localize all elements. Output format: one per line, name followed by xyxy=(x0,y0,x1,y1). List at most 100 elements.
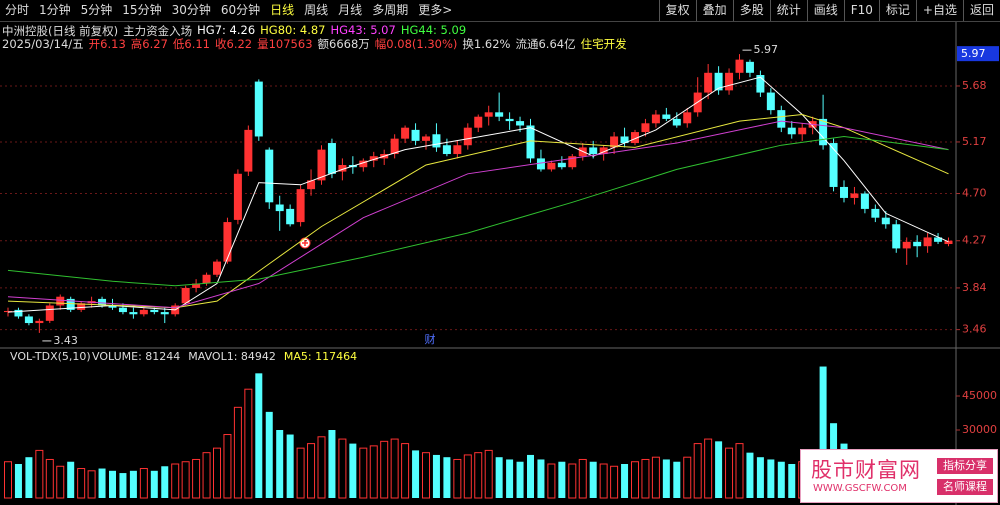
y-tick-label: 3.46 xyxy=(962,323,987,336)
volume-bar xyxy=(181,461,190,499)
candle-body xyxy=(536,158,545,170)
candle-body xyxy=(589,147,598,155)
candle-body xyxy=(662,114,671,119)
moving-average xyxy=(7,113,949,309)
volume-bar xyxy=(568,463,577,499)
period-tab[interactable]: 分时 xyxy=(5,3,30,17)
candle-body xyxy=(798,127,807,135)
volume-bar xyxy=(67,461,75,498)
period-tab[interactable]: 1分钟 xyxy=(39,3,71,17)
volume-bar xyxy=(662,459,670,498)
candle-body xyxy=(913,241,922,247)
volume-bar xyxy=(453,458,462,499)
tool-button[interactable]: 标记 xyxy=(878,0,916,21)
candle-body xyxy=(150,309,159,313)
candle-body xyxy=(683,112,692,124)
tool-button[interactable]: 返回 xyxy=(962,0,1000,21)
candle-body xyxy=(704,72,713,93)
volume-bar xyxy=(683,456,692,499)
period-tab[interactable]: 15分钟 xyxy=(122,3,162,17)
volume-bar xyxy=(129,470,137,498)
candle-body xyxy=(213,261,221,275)
candle-body xyxy=(631,132,639,144)
tool-button[interactable]: 叠加 xyxy=(695,0,733,21)
period-tab[interactable]: 多周期 xyxy=(372,3,409,17)
candle-body xyxy=(66,298,75,310)
candle-body xyxy=(568,156,577,168)
candle-body xyxy=(557,162,566,168)
tool-button[interactable]: 统计 xyxy=(769,0,807,21)
period-tab[interactable]: 周线 xyxy=(304,3,329,17)
volume-bar xyxy=(516,461,524,498)
volume-bar xyxy=(704,438,713,499)
period-tab[interactable]: 60分钟 xyxy=(220,3,261,17)
volume-bar xyxy=(412,450,420,498)
candle-body xyxy=(129,312,138,315)
volume-bar xyxy=(307,443,316,499)
candle-body xyxy=(233,173,242,220)
volume-bar xyxy=(202,452,211,499)
tool-button[interactable]: 复权 xyxy=(658,0,696,21)
volume-header: MA5: 117464 xyxy=(284,350,357,363)
period-tab[interactable]: 30分钟 xyxy=(171,3,211,17)
volume-title: VOL-TDX(5,10) xyxy=(10,350,91,363)
annotation-label: 5.97 xyxy=(754,43,779,56)
period-tab[interactable]: 月线 xyxy=(338,3,363,17)
volume-bar xyxy=(819,366,827,498)
volume-bar xyxy=(641,458,650,499)
volume-bar xyxy=(286,434,294,498)
candle-body xyxy=(745,61,754,73)
candle-body xyxy=(516,121,525,126)
candle-body xyxy=(56,296,65,306)
volume-bar xyxy=(380,440,389,499)
volume-bar xyxy=(631,461,639,499)
period-tab[interactable]: 日线 xyxy=(270,3,295,17)
volume-bar xyxy=(338,438,347,499)
candle-body xyxy=(390,138,399,155)
candle-body xyxy=(819,118,828,146)
candle-body xyxy=(254,81,263,137)
watermark-url: WWW.GSCFW.COM xyxy=(813,483,907,494)
indicator-value: HG7: 4.26 xyxy=(197,23,256,37)
candle-body xyxy=(840,186,848,198)
candle-body xyxy=(526,125,535,159)
candle-body xyxy=(296,189,305,223)
candle-body xyxy=(45,305,54,321)
candle-body xyxy=(934,237,943,242)
candle-body xyxy=(98,298,107,306)
candle-body xyxy=(672,118,681,126)
candle-body xyxy=(860,193,869,209)
candle-body xyxy=(223,222,232,262)
volume-bar xyxy=(506,459,514,498)
volume-bar xyxy=(788,464,796,498)
tool-button[interactable]: +自选 xyxy=(915,0,963,21)
watermark-tag: 名师课程 xyxy=(937,479,993,495)
tool-button[interactable]: 画线 xyxy=(806,0,844,21)
quote-item: 高6.27 xyxy=(130,37,168,51)
volume-bar xyxy=(328,430,336,498)
period-tab[interactable]: 5分钟 xyxy=(80,3,113,17)
y-tick-label: 4.27 xyxy=(962,234,987,247)
volume-bar xyxy=(359,447,368,499)
volume-bar xyxy=(276,430,284,498)
volume-header: VOLUME: 81244 xyxy=(92,350,180,363)
candle-body xyxy=(24,316,33,324)
quote-item: 流通6.64亿 xyxy=(515,37,576,51)
candle-body xyxy=(850,193,859,198)
volume-bar xyxy=(255,373,263,498)
volume-bar xyxy=(463,454,472,499)
volume-bar xyxy=(192,458,201,499)
candle-body xyxy=(14,309,23,317)
indicator-name: 主力资金入场 xyxy=(123,24,193,38)
volume-bar xyxy=(98,468,106,498)
candle-body xyxy=(181,287,190,304)
candle-body xyxy=(202,274,211,284)
tool-button[interactable]: 多股 xyxy=(732,0,770,21)
volume-bar xyxy=(119,473,127,498)
period-tab[interactable]: 更多> xyxy=(418,3,453,17)
toolbar: 分时 1分钟 5分钟 15分钟 30分钟 60分钟 日线 周线 月线 多周期 更多> 复权 叠加 多股统… xyxy=(0,0,1000,22)
candle-body xyxy=(892,224,901,249)
tool-button[interactable]: F10 xyxy=(843,0,879,21)
candle-body xyxy=(307,180,316,190)
